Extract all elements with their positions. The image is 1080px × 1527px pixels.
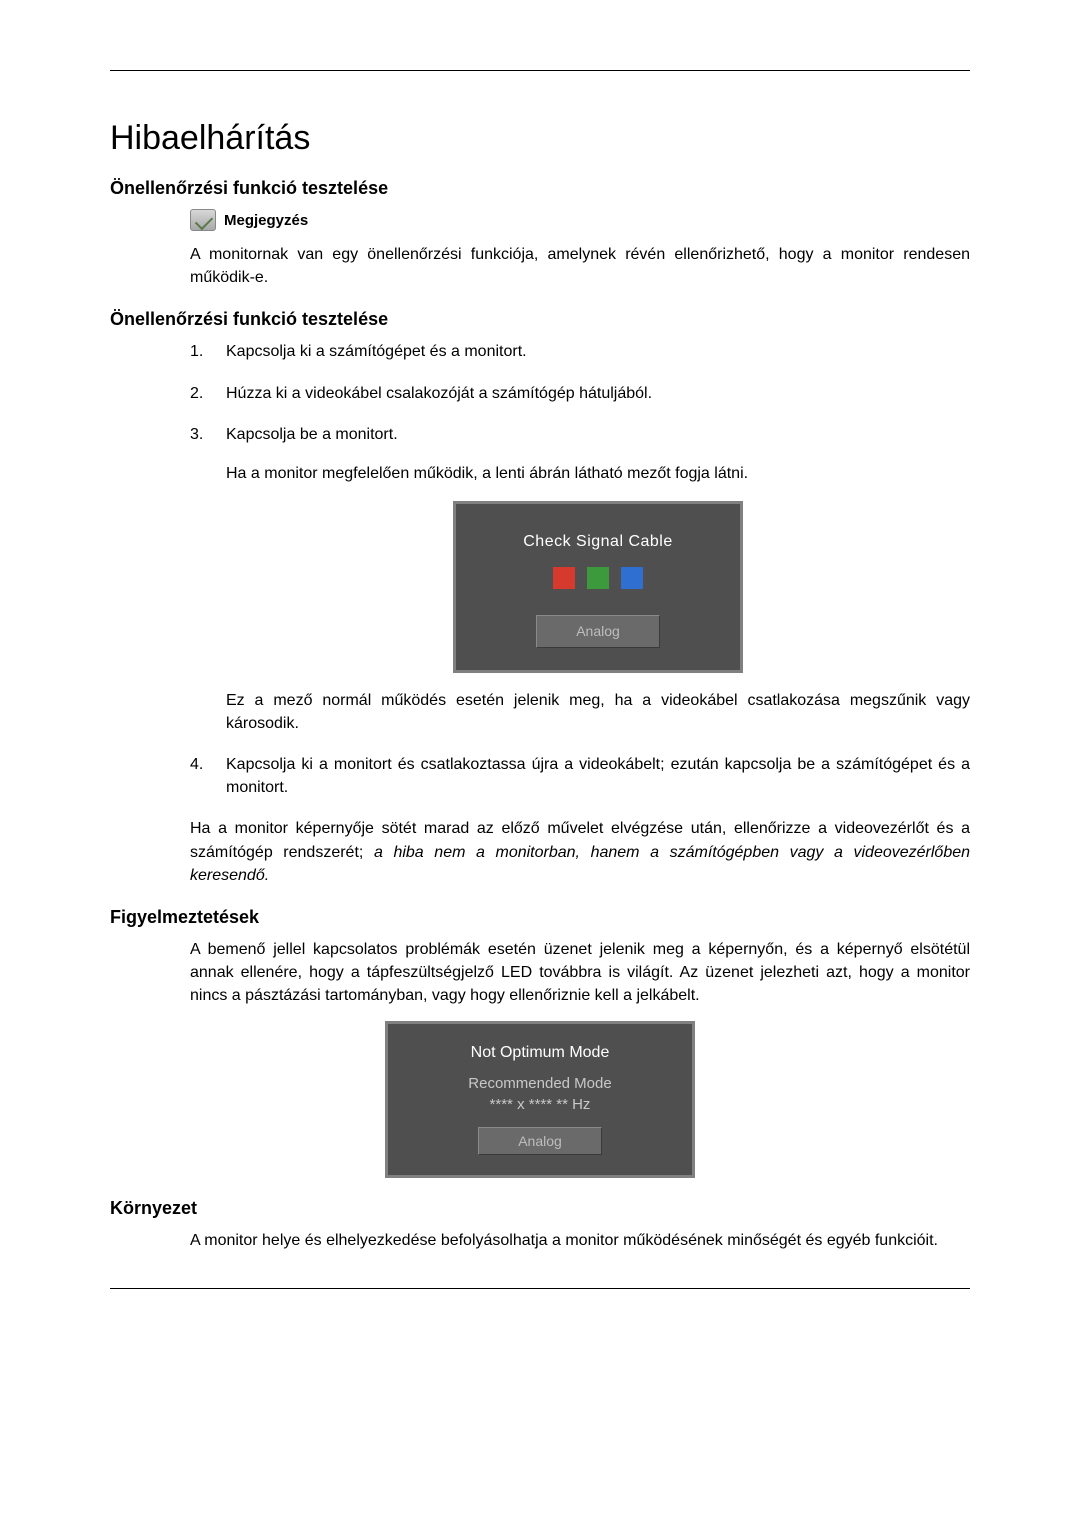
step-3-text: Kapcsolja be a monitort. [226,426,398,443]
warnings-paragraph: A bemenő jellel kapcsolatos problémák es… [190,938,970,1008]
osd-recommended-mode-text: Recommended Mode **** x **** ** Hz [406,1074,674,1115]
note-icon [190,209,216,231]
section-heading-selftest-2: Önellenőrzési funkció tesztelése [110,309,970,330]
osd-not-optimum-box: Not Optimum Mode Recommended Mode **** x… [385,1021,695,1178]
osd-check-signal-title: Check Signal Cable [474,530,722,553]
self-test-steps-list: Kapcsolja ki a számítógépet és a monitor… [190,340,970,799]
list-item: Kapcsolja ki a számítógépet és a monitor… [190,340,970,363]
document-page: Hibaelhárítás Önellenőrzési funkció tesz… [0,0,1080,1349]
osd-check-signal-box: Check Signal Cable Analog [453,501,743,672]
environment-paragraph: A monitor helye és elhelyezkedése befoly… [190,1229,970,1252]
list-item: Kapcsolja be a monitort. Ha a monitor me… [190,423,970,735]
page-title: Hibaelhárítás [110,119,970,158]
section-heading-environment: Környezet [110,1198,970,1219]
intro-paragraph: A monitornak van egy önellenőrzési funkc… [190,243,970,289]
section-heading-selftest-1: Önellenőrzési funkció tesztelése [110,178,970,199]
osd-analog-button: Analog [536,615,660,647]
section-heading-warnings: Figyelmeztetések [110,907,970,928]
osd-color-squares [474,567,722,589]
osd-square-green [587,567,609,589]
osd-square-red [553,567,575,589]
bottom-horizontal-rule [110,1288,970,1289]
list-item: Húzza ki a videokábel csalakozóját a szá… [190,382,970,405]
after-steps-paragraph: Ha a monitor képernyője sötét marad az e… [190,817,970,887]
list-item: Kapcsolja ki a monitort és csatlakoztass… [190,753,970,799]
note-row: Megjegyzés [190,209,970,231]
osd-square-blue [621,567,643,589]
step-3-subtext-1: Ha a monitor megfelelően működik, a lent… [226,462,970,485]
note-label: Megjegyzés [224,212,308,229]
osd-analog-button-2: Analog [478,1127,602,1155]
step-3-subtext-2: Ez a mező normál működés esetén jelenik … [226,689,970,735]
osd-not-optimum-title: Not Optimum Mode [406,1044,674,1062]
top-horizontal-rule [110,70,970,71]
